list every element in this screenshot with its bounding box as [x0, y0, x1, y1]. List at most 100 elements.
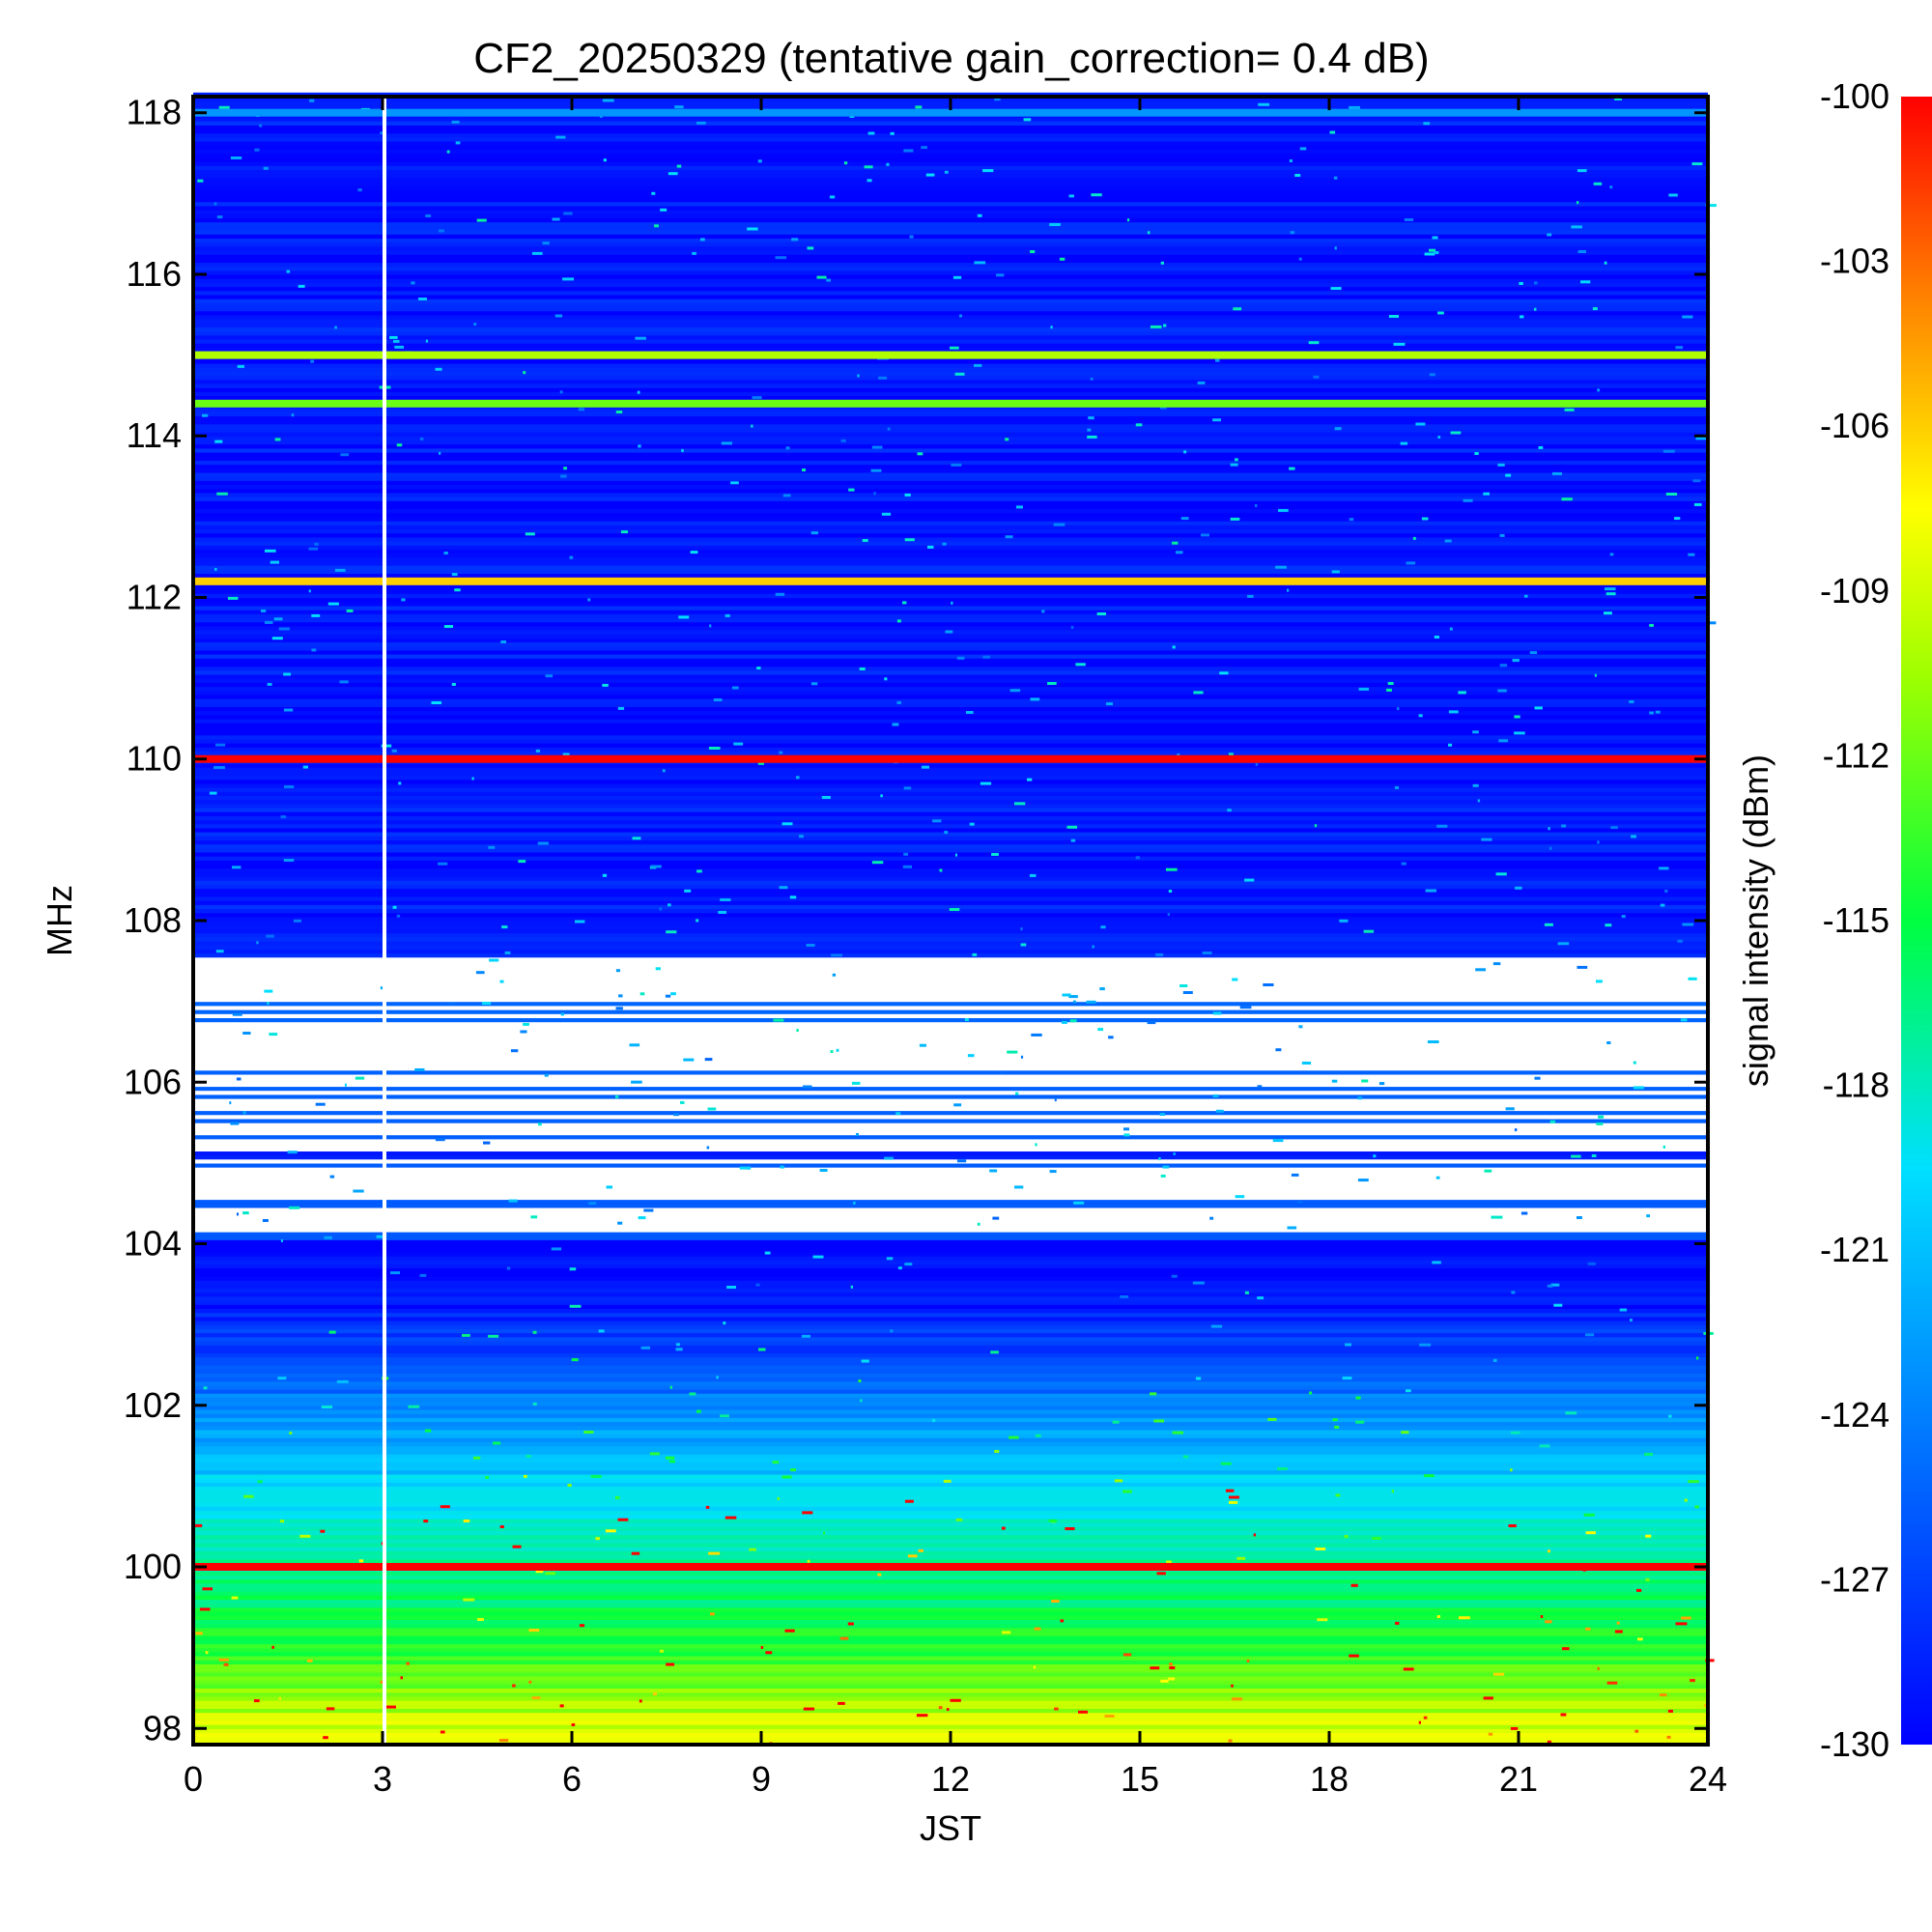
heatmap-band — [193, 254, 1708, 259]
heatmap-speckle-cell — [1236, 1556, 1246, 1560]
heatmap-band — [193, 383, 1708, 388]
heatmap-speckle-cell — [438, 229, 444, 233]
heatmap-speckle-cell — [977, 1222, 980, 1226]
heatmap-band — [193, 1207, 1708, 1212]
colorbar-tick-label: -115 — [1823, 900, 1889, 940]
heatmap-speckle-cell — [1235, 458, 1238, 462]
heatmap-speckle-cell — [504, 951, 511, 954]
heatmap-speckle-cell — [796, 776, 800, 780]
heatmap-speckle-cell — [1564, 408, 1575, 412]
heatmap-band — [193, 1017, 1708, 1023]
heatmap-speckle-cell — [796, 1029, 799, 1033]
heatmap-band — [193, 1691, 1708, 1697]
heatmap-speckle-cell — [843, 161, 848, 165]
heatmap-speckle-cell — [1122, 1653, 1132, 1657]
heatmap-band — [193, 1058, 1708, 1063]
heatmap-band — [193, 884, 1708, 890]
heatmap-speckle-cell — [270, 560, 279, 564]
heatmap-speckle-cell — [1609, 553, 1614, 556]
heatmap-band — [193, 1542, 1708, 1548]
heatmap-speckle-cell — [1209, 1216, 1214, 1220]
heatmap-speckle-cell — [680, 1100, 685, 1104]
heatmap-band — [193, 1086, 1708, 1092]
heatmap-speckle-cell — [1552, 471, 1562, 475]
heatmap-band — [193, 936, 1708, 942]
heatmap-speckle-cell — [242, 1111, 246, 1115]
heatmap-speckle-cell — [1472, 730, 1479, 734]
heatmap-speckle-cell — [1597, 388, 1601, 392]
heatmap-speckle-cell — [289, 1206, 300, 1209]
heatmap-speckle-cell — [545, 1572, 555, 1576]
heatmap-speckle-cell — [803, 1707, 814, 1711]
heatmap-speckle-cell — [1707, 621, 1717, 625]
heatmap-speckle-cell — [1169, 1662, 1173, 1666]
heatmap-speckle-cell — [1605, 592, 1616, 596]
heatmap-speckle-cell — [357, 188, 362, 192]
heatmap-band — [193, 210, 1708, 214]
plot-area — [191, 92, 1717, 1747]
heatmap-speckle-cell — [1104, 1715, 1115, 1718]
heatmap-speckle-cell — [1498, 739, 1508, 743]
heatmap-speckle-cell — [1508, 1524, 1517, 1527]
heatmap-band — [193, 1025, 1708, 1031]
heatmap-speckle-cell — [1092, 945, 1094, 949]
heatmap-speckle-cell — [1005, 535, 1013, 539]
heatmap-speckle-cell — [1534, 307, 1537, 311]
heatmap-speckle-cell — [1577, 250, 1586, 253]
heatmap-speckle-cell — [512, 1684, 516, 1688]
heatmap-speckle-cell — [1512, 659, 1520, 663]
heatmap-band — [193, 408, 1708, 412]
heatmap-band — [193, 213, 1708, 219]
heatmap-band — [193, 471, 1708, 477]
heatmap-band — [193, 921, 1708, 925]
heatmap-band — [193, 811, 1708, 816]
chart-title: CF2_20250329 (tentative gain_correction=… — [473, 35, 1429, 82]
heatmap-band — [193, 464, 1708, 469]
heatmap-band — [193, 1465, 1708, 1471]
heatmap-speckle-cell — [826, 278, 831, 282]
heatmap-speckle-cell — [1561, 497, 1573, 501]
heatmap-band — [193, 121, 1708, 126]
heatmap-band — [193, 286, 1708, 292]
heatmap-band — [193, 1247, 1708, 1253]
heatmap-band — [193, 1175, 1708, 1180]
heatmap-speckle-cell — [1202, 952, 1212, 954]
heatmap-band — [193, 1332, 1708, 1338]
heatmap-band — [193, 217, 1708, 223]
heatmap-speckle-cell — [909, 235, 914, 239]
heatmap-speckle-cell — [897, 1266, 902, 1270]
heatmap-speckle-cell — [1649, 711, 1654, 715]
heatmap-speckle-cell — [1230, 517, 1240, 521]
heatmap-speckle-cell — [267, 1002, 270, 1005]
heatmap-band — [193, 610, 1708, 614]
heatmap-band — [193, 1413, 1708, 1418]
heatmap-speckle-cell — [779, 886, 788, 890]
heatmap-speckle-cell — [747, 227, 758, 231]
heatmap-speckle-cell — [1349, 518, 1354, 522]
heatmap-speckle-cell — [918, 1548, 923, 1552]
heatmap-speckle-cell — [1677, 939, 1683, 943]
heatmap-band — [193, 1695, 1708, 1701]
heatmap-speckle-cell — [1060, 1619, 1065, 1623]
heatmap-band — [193, 743, 1708, 748]
heatmap-speckle-cell — [344, 1083, 347, 1087]
heatmap-speckle-cell — [1212, 1011, 1222, 1015]
heatmap-speckle-cell — [1014, 802, 1026, 806]
heatmap-band — [193, 1352, 1708, 1358]
heatmap-band — [193, 532, 1708, 538]
heatmap-speckle-cell — [451, 573, 458, 577]
heatmap-speckle-cell — [1349, 1654, 1359, 1658]
heatmap-speckle-cell — [1474, 452, 1479, 455]
heatmap-speckle-cell — [1432, 236, 1438, 240]
heatmap-speckle-cell — [904, 1499, 914, 1503]
heatmap-speckle-cell — [393, 339, 400, 343]
heatmap-band — [193, 468, 1708, 473]
heatmap-speckle-cell — [859, 668, 866, 670]
heatmap-speckle-cell — [1314, 824, 1318, 828]
heatmap-band — [193, 645, 1708, 651]
y-tick-label: 118 — [127, 93, 182, 132]
x-tick-label: 15 — [1121, 1759, 1159, 1799]
heatmap-band — [193, 1393, 1708, 1398]
heatmap-speckle-cell — [1070, 838, 1076, 842]
heatmap-speckle-cell — [538, 1122, 542, 1126]
